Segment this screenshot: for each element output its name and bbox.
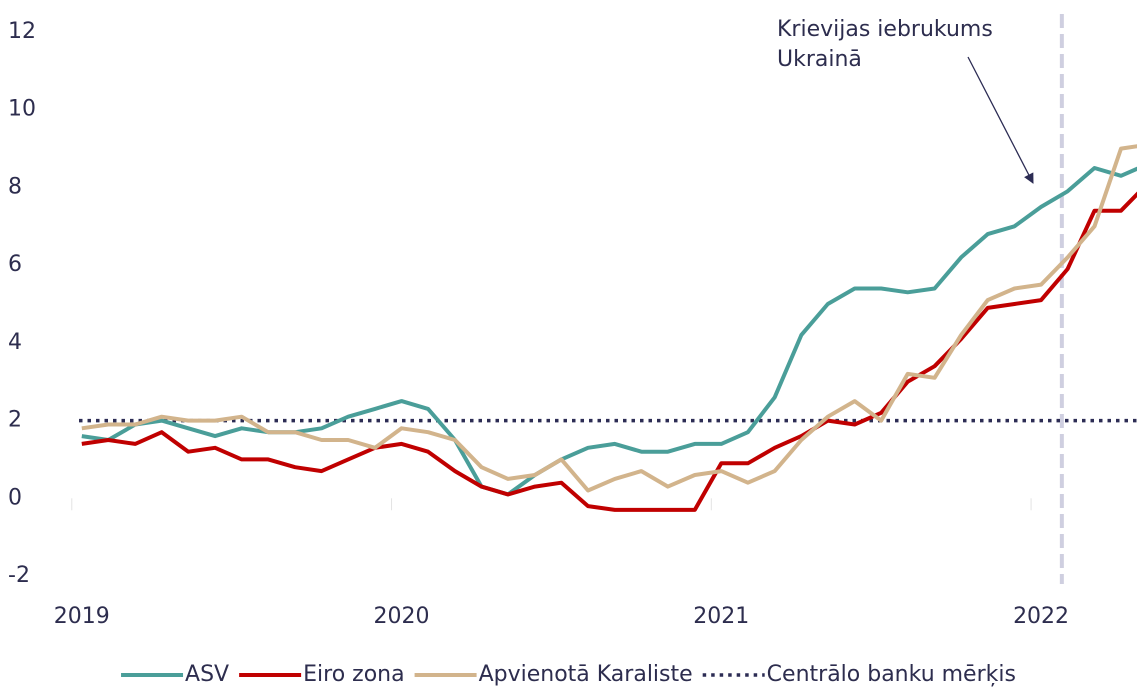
legend-label: Eiro zona — [303, 662, 404, 687]
annotation-arrow — [967, 56, 1034, 184]
y-tick-label: -2 — [8, 563, 30, 588]
annotation-text: Krievijas iebrukums — [777, 17, 993, 42]
y-tick-label: 4 — [8, 330, 22, 355]
x-tick-label: 2022 — [1013, 604, 1069, 629]
plot-area — [79, 14, 1137, 584]
legend-label: Centrālo banku mērķis — [767, 662, 1016, 687]
x-tick-label: 2020 — [374, 604, 430, 629]
legend-label: Apvienotā Karaliste — [479, 662, 693, 687]
y-tick-label: 12 — [8, 19, 36, 44]
y-tick-label: 6 — [8, 252, 22, 277]
legend: ASV Eiro zona Apvienotā Karaliste Centrālo … — [121, 662, 1016, 687]
y-tick-label: 0 — [8, 485, 22, 510]
y-tick-label: 10 — [8, 97, 36, 122]
series-line — [81, 191, 1137, 512]
annotation-text: Ukrainā — [777, 47, 862, 72]
y-tick-label: 8 — [8, 174, 22, 199]
x-tick-label: 2021 — [693, 604, 749, 629]
y-tick-label: 2 — [8, 408, 22, 433]
x-tick-label: 2019 — [54, 604, 110, 629]
series-line — [81, 166, 1137, 497]
series-line — [81, 144, 1137, 493]
legend-label: ASV — [185, 662, 229, 687]
